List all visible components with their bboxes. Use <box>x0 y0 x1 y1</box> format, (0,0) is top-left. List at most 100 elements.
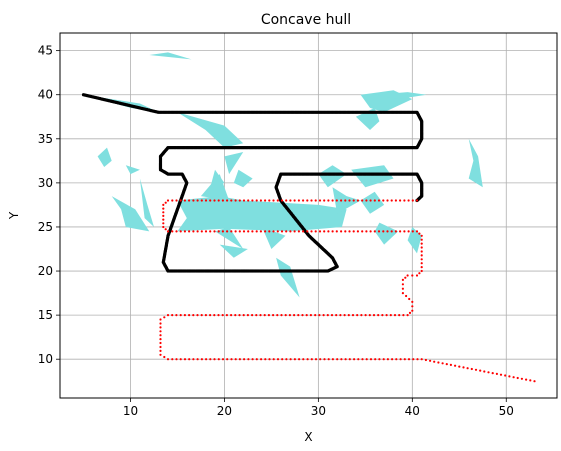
data-point <box>415 199 419 202</box>
data-point <box>399 230 402 233</box>
data-point <box>340 230 343 233</box>
data-point <box>499 373 503 376</box>
data-point <box>365 199 368 202</box>
data-point <box>179 230 182 233</box>
data-point <box>365 230 368 233</box>
data-point <box>289 358 292 361</box>
data-point <box>411 274 414 277</box>
data-point <box>230 314 233 317</box>
data-point <box>280 230 284 233</box>
data-point <box>352 230 355 233</box>
data-point <box>234 199 237 202</box>
data-point <box>183 230 186 233</box>
data-point <box>159 334 162 337</box>
data-point <box>374 358 377 361</box>
data-point <box>335 199 338 202</box>
data-point <box>395 358 398 361</box>
data-point <box>356 314 359 317</box>
data-point <box>179 199 182 202</box>
x-tick-label: 20 <box>217 404 232 418</box>
data-point <box>403 358 406 361</box>
data-point <box>356 230 359 233</box>
data-point <box>399 358 402 361</box>
data-point <box>408 311 412 314</box>
data-point <box>331 230 334 233</box>
data-point <box>221 199 224 202</box>
data-point <box>293 314 296 317</box>
hull-patch <box>177 112 244 148</box>
data-point <box>402 314 405 317</box>
data-point <box>200 358 203 361</box>
data-point <box>183 358 187 361</box>
data-point <box>420 258 423 261</box>
data-point <box>411 305 414 308</box>
data-point <box>420 269 423 273</box>
data-point <box>272 230 275 233</box>
data-point <box>204 230 208 233</box>
data-point <box>251 199 254 202</box>
data-point <box>209 230 212 233</box>
data-point <box>411 199 414 202</box>
data-point <box>406 274 409 277</box>
data-point <box>504 374 507 377</box>
data-point <box>179 358 182 361</box>
data-point <box>301 314 304 317</box>
data-point <box>260 358 263 361</box>
data-point <box>285 199 288 202</box>
data-point <box>415 230 419 233</box>
data-point <box>386 358 389 361</box>
data-point <box>238 314 241 317</box>
data-point <box>340 199 343 202</box>
plot-area <box>59 32 558 399</box>
data-point <box>416 358 419 361</box>
data-point <box>200 230 203 233</box>
data-point <box>251 358 254 361</box>
data-point <box>255 199 258 202</box>
data-point <box>246 314 249 317</box>
data-point <box>171 230 174 233</box>
data-point <box>399 199 402 202</box>
data-point <box>306 199 309 202</box>
hull-patch <box>262 227 286 249</box>
data-point <box>348 358 351 361</box>
hull-patch <box>351 165 394 188</box>
data-point <box>377 314 380 317</box>
data-point <box>234 230 237 233</box>
hull-patch <box>233 169 253 188</box>
data-point <box>204 314 207 317</box>
data-point <box>508 375 511 378</box>
data-point <box>407 230 410 233</box>
data-point <box>263 314 266 317</box>
data-point <box>192 230 195 233</box>
data-point <box>310 358 313 361</box>
data-point <box>243 358 246 361</box>
data-point <box>183 199 186 202</box>
y-tick-label: 45 <box>38 44 53 58</box>
data-point <box>458 365 461 368</box>
data-point <box>159 330 162 333</box>
data-point <box>512 376 515 379</box>
data-point <box>205 358 208 361</box>
data-point <box>335 314 338 317</box>
data-point <box>348 199 351 202</box>
data-point <box>213 314 216 317</box>
data-point <box>411 309 414 312</box>
data-point <box>393 314 397 317</box>
data-point <box>305 314 308 317</box>
data-point <box>217 358 220 361</box>
data-point <box>369 358 373 361</box>
data-point <box>369 199 372 202</box>
data-point <box>377 230 381 233</box>
data-point <box>238 230 241 233</box>
data-point <box>238 199 241 202</box>
data-point <box>247 230 250 233</box>
hull-patch <box>360 191 385 214</box>
data-point <box>188 314 191 317</box>
data-point <box>268 230 271 233</box>
data-point <box>234 358 237 361</box>
data-point <box>318 314 321 317</box>
data-point <box>162 218 165 221</box>
data-point <box>344 230 347 233</box>
data-point <box>288 314 291 317</box>
data-point <box>420 266 423 269</box>
